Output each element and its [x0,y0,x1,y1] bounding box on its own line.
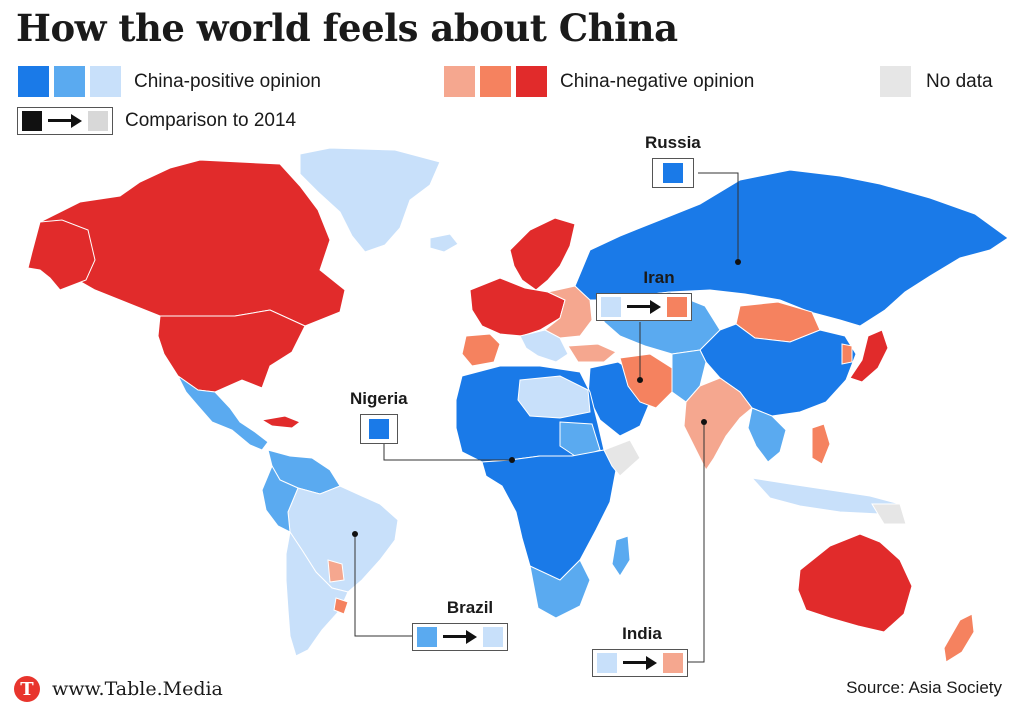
callout-brazil-box [412,623,508,651]
legend-swatch-negative-strong [516,66,547,97]
map-title: How the world feels about China [16,6,678,50]
leader-russia [698,172,739,262]
legend-positive: China-positive opinion [18,66,321,97]
callout-iran-from [601,297,621,317]
callout-iran-to [667,297,687,317]
callout-nigeria-name: Nigeria [350,389,408,408]
region-india [683,377,753,471]
region-caribbean [260,415,302,429]
region-new-zealand [943,613,975,663]
region-iceland [429,233,459,253]
legend-comparison-to [88,111,108,131]
callout-brazil: Brazil [412,598,508,652]
region-usa [157,309,306,393]
leader-nigeria [383,442,512,461]
region-horn-africa [603,439,641,477]
region-australia [797,533,913,633]
legend-swatch-positive-medium [54,66,85,97]
region-canada [39,159,346,327]
pin-iran [637,377,643,383]
callout-russia-name: Russia [645,133,701,152]
legend-negative: China-negative opinion [444,66,754,97]
callout-india-name: India [622,624,662,643]
region-japan [849,329,889,383]
region-iberia [461,333,501,367]
region-russia [574,169,1009,327]
legend-swatch-positive-strong [18,66,49,97]
legend-comparison: Comparison to 2014 [17,107,296,135]
region-iran [619,353,673,409]
region-philippines [811,423,831,465]
callout-india-from [597,653,617,673]
arrow-right-icon [48,111,82,131]
callout-russia: Russia [645,133,701,188]
callout-india-to [663,653,683,673]
legend-swatch-negative-weak [444,66,475,97]
pin-nigeria [509,457,515,463]
arrow-right-icon [627,297,661,317]
legend-nodata: No data [880,66,993,97]
legend-swatch-negative-medium [480,66,511,97]
footer-brand: T www.Table.Media [14,676,223,702]
brand-url: www.Table.Media [52,678,223,700]
region-paraguay [327,559,345,583]
callout-iran: Iran [596,268,692,322]
region-mexico [177,375,269,451]
region-southeast-asia [747,407,787,463]
region-papua [871,503,907,525]
legend-positive-label: China-positive opinion [134,70,321,92]
region-uruguay [333,597,349,615]
callout-russia-box [651,158,694,188]
region-china [699,323,857,417]
region-central-africa [481,449,617,587]
region-alaska [27,219,96,291]
leader-brazil [354,534,412,637]
region-madagascar [611,535,631,577]
callout-brazil-from [417,627,437,647]
region-southern-cone [285,530,349,657]
callout-nigeria-box [359,414,398,444]
region-libya-egypt [517,375,591,419]
legend-comparison-from [22,111,42,131]
region-scandinavia [509,217,576,291]
callout-nigeria-swatch [368,419,389,439]
legend-nodata-label: No data [926,70,993,92]
pin-russia [735,259,741,265]
legend-comparison-box [17,107,113,135]
region-korea [841,343,853,365]
arrow-right-icon [623,653,657,673]
callout-russia-swatch [662,163,683,183]
legend-swatch-positive-weak [90,66,121,97]
legend-comparison-label: Comparison to 2014 [125,110,297,131]
callout-india: India [592,624,688,678]
region-greenland [299,147,441,253]
arrow-right-icon [443,627,477,647]
leader-india [686,422,705,663]
table-media-logo: T [14,676,40,702]
callout-iran-name: Iran [643,268,675,287]
region-western-europe [469,277,566,337]
callout-nigeria: Nigeria [350,389,408,444]
source-note: Source: Asia Society [846,678,1002,697]
legend-swatch-nodata [880,66,911,97]
region-turkey [567,343,617,363]
region-southern-africa [529,559,591,619]
region-balkans [519,329,569,363]
callout-brazil-name: Brazil [446,598,494,617]
callout-india-box [592,649,688,677]
legend-negative-label: China-negative opinion [560,70,755,92]
callout-brazil-to [483,627,503,647]
world-map [27,147,1009,663]
callout-iran-box [596,293,692,321]
pin-india [701,419,707,425]
pin-brazil [352,531,358,537]
